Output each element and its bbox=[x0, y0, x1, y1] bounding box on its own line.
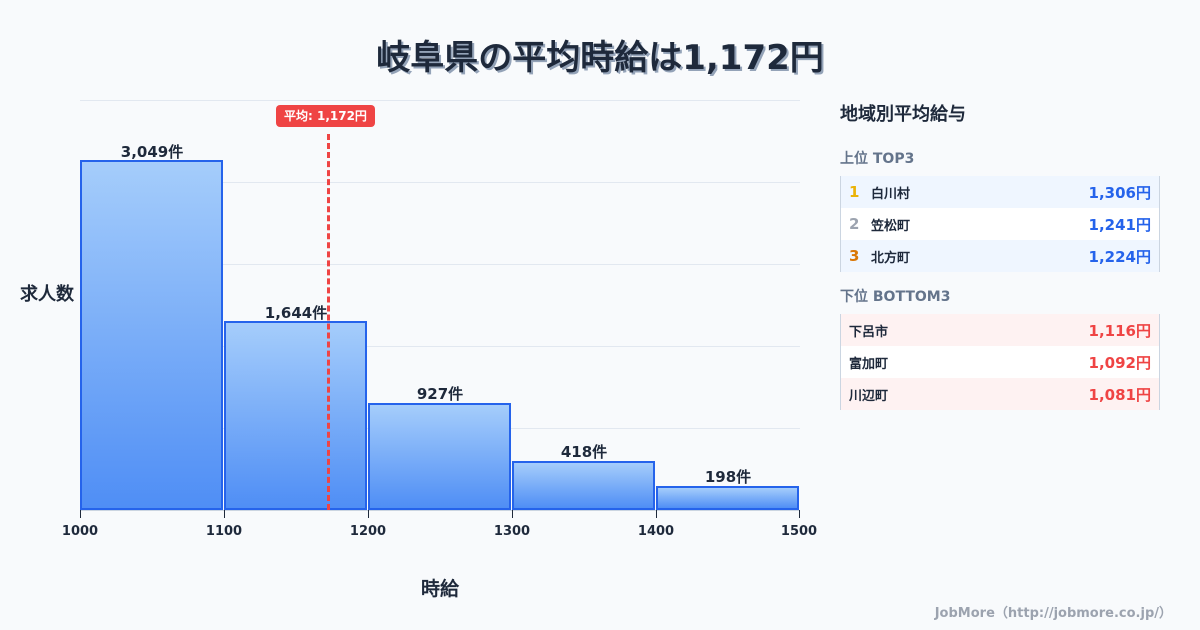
bar-1300-1400 bbox=[512, 461, 655, 510]
gridline bbox=[80, 346, 800, 347]
average-badge: 平均: 1,172円 bbox=[276, 105, 375, 127]
bar-1400-1500 bbox=[656, 486, 799, 510]
top3-label: 上位 TOP3 bbox=[840, 151, 915, 167]
bar-1200-1300 bbox=[368, 403, 511, 510]
rank-number: 2 bbox=[849, 215, 860, 233]
bar-label: 927件 bbox=[416, 385, 464, 403]
x-tick bbox=[799, 510, 800, 518]
region-wage: 1,224円 bbox=[1088, 247, 1151, 266]
page-title: 岐阜県の平均時給は1,172円 bbox=[376, 38, 824, 78]
y-axis-title: 求人数 bbox=[20, 284, 74, 305]
x-tick-label: 1300 bbox=[493, 524, 531, 539]
region-wage: 1,116円 bbox=[1088, 321, 1151, 340]
regional-salary-panel: 地域別平均給与 上位 TOP3 1 白川村 1,306円 2 笠松町 1,241… bbox=[840, 100, 1160, 424]
rank-number: 1 bbox=[849, 183, 860, 201]
region-name: 北方町 bbox=[871, 250, 911, 266]
x-tick-label: 1500 bbox=[780, 524, 818, 539]
region-name: 笠松町 bbox=[871, 218, 911, 234]
region-wage: 1,092円 bbox=[1088, 353, 1151, 372]
top-rank-row: 3 北方町 1,224円 bbox=[841, 240, 1159, 272]
x-tick-label: 1100 bbox=[205, 524, 243, 539]
bar-1000-1100 bbox=[80, 160, 223, 510]
top3-table: 1 白川村 1,306円 2 笠松町 1,241円 3 北方町 1,224円 bbox=[840, 176, 1160, 272]
bottom3-table: 下呂市 1,116円 富加町 1,092円 川辺町 1,081円 bbox=[840, 314, 1160, 410]
bar-label: 418件 bbox=[560, 443, 608, 461]
gridline bbox=[80, 264, 800, 265]
x-tick bbox=[368, 510, 369, 518]
region-name: 川辺町 bbox=[849, 388, 889, 404]
x-tick bbox=[224, 510, 225, 518]
region-wage: 1,306円 bbox=[1088, 183, 1151, 202]
region-wage: 1,081円 bbox=[1088, 385, 1151, 404]
gridline bbox=[80, 100, 800, 101]
bottom-rank-row: 川辺町 1,081円 bbox=[841, 378, 1159, 410]
bar-label: 198件 bbox=[704, 468, 752, 486]
top-rank-row: 2 笠松町 1,241円 bbox=[841, 208, 1159, 240]
x-tick-label: 1400 bbox=[637, 524, 675, 539]
average-line bbox=[327, 134, 330, 510]
x-tick-label: 1000 bbox=[61, 524, 99, 539]
region-name: 富加町 bbox=[849, 356, 889, 372]
x-axis-line bbox=[80, 510, 800, 511]
rank-number: 3 bbox=[849, 247, 860, 265]
bottom-rank-row: 富加町 1,092円 bbox=[841, 346, 1159, 378]
region-wage: 1,241円 bbox=[1088, 215, 1151, 234]
region-name: 白川村 bbox=[871, 186, 911, 202]
x-tick bbox=[656, 510, 657, 518]
histogram-chart: 求人数 3,049件 1,644件 927件 418件 198件 平均: 1,1… bbox=[20, 100, 817, 600]
footer-credit: JobMore（http://jobmore.co.jp/） bbox=[934, 606, 1172, 621]
bottom-rank-row: 下呂市 1,116円 bbox=[841, 314, 1159, 346]
x-tick bbox=[80, 510, 81, 518]
bar-1100-1200 bbox=[224, 321, 367, 510]
x-tick bbox=[512, 510, 513, 518]
top-rank-row: 1 白川村 1,306円 bbox=[841, 176, 1159, 208]
region-name: 下呂市 bbox=[849, 324, 889, 340]
panel-title: 地域別平均給与 bbox=[840, 104, 966, 125]
gridline bbox=[80, 182, 800, 183]
bottom3-label: 下位 BOTTOM3 bbox=[840, 289, 951, 305]
bar-label: 1,644件 bbox=[264, 304, 328, 322]
bar-label: 3,049件 bbox=[120, 143, 184, 161]
x-axis-title: 時給 bbox=[420, 578, 459, 600]
x-tick-label: 1200 bbox=[349, 524, 387, 539]
